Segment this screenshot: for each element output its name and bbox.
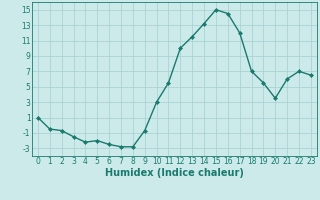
- X-axis label: Humidex (Indice chaleur): Humidex (Indice chaleur): [105, 168, 244, 178]
